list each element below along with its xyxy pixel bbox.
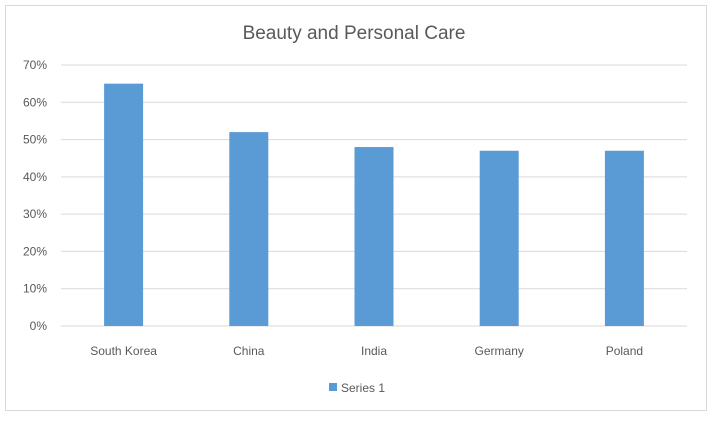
x-tick-label: Germany xyxy=(475,344,524,358)
x-tick-label: South Korea xyxy=(90,344,157,358)
legend-swatch xyxy=(329,383,337,391)
bar-germany xyxy=(479,150,519,326)
y-tick-label: 60% xyxy=(23,95,47,109)
legend-label-series-1: Series 1 xyxy=(341,381,385,395)
legend: Series 1 xyxy=(329,381,385,395)
bar-south-korea xyxy=(104,83,144,327)
chart-title: Beauty and Personal Care xyxy=(243,23,466,44)
x-axis-tick-labels: South Korea China India Germany Poland xyxy=(90,344,643,358)
y-tick-label: 40% xyxy=(23,170,47,184)
y-tick-label: 10% xyxy=(23,282,47,296)
y-axis-tick-labels: 0% 10% 20% 30% 40% 50% 60% 70% xyxy=(23,58,47,333)
bar-poland xyxy=(604,150,644,326)
bar-india xyxy=(354,147,394,326)
x-tick-label: India xyxy=(361,344,387,358)
x-tick-label: Poland xyxy=(606,344,643,358)
bars xyxy=(104,83,644,327)
y-tick-label: 70% xyxy=(23,58,47,72)
x-tick-label: China xyxy=(233,344,265,358)
y-tick-label: 20% xyxy=(23,244,47,258)
y-tick-label: 50% xyxy=(23,133,47,147)
y-tick-label: 30% xyxy=(23,207,47,221)
bar-china xyxy=(229,132,269,326)
y-tick-label: 0% xyxy=(30,319,48,333)
